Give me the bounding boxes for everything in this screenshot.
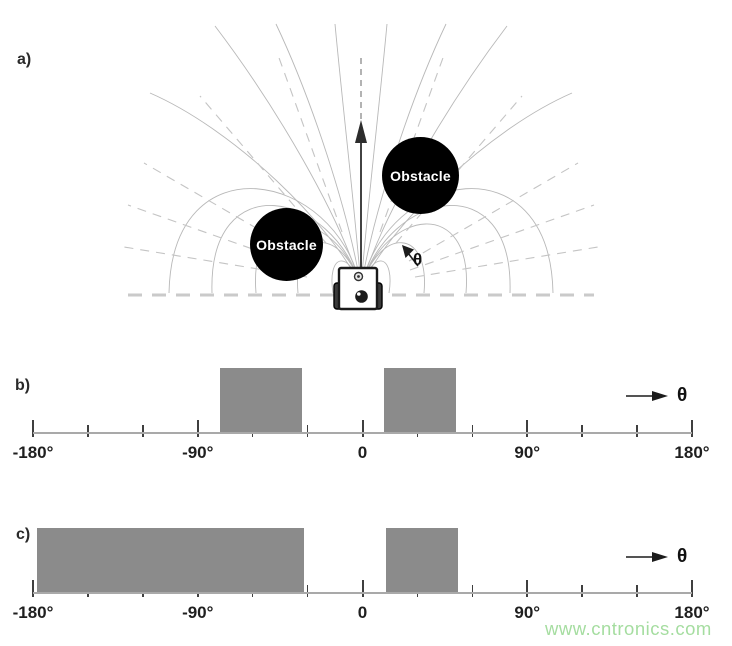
robot-caster-highlight xyxy=(357,292,361,296)
robot-caster-ball xyxy=(355,290,368,303)
robot-sensor-center xyxy=(357,275,360,278)
theta-symbol-b: θ xyxy=(677,385,688,406)
panel-b-label: b) xyxy=(15,377,31,394)
robot-body xyxy=(337,266,379,311)
theta-symbol-c: θ xyxy=(677,546,688,567)
heading-arrow xyxy=(355,120,367,287)
obstacle-left-label: Obstacle xyxy=(256,236,317,253)
theta-axis-arrow-c xyxy=(626,552,668,562)
robot xyxy=(333,266,383,311)
obstacle-left: Obstacle xyxy=(250,208,323,281)
obstacle-right: Obstacle xyxy=(382,137,459,214)
watermark: www.cntronics.com xyxy=(545,618,712,639)
panel-c-label: c) xyxy=(16,526,31,543)
theta-axis-arrow-b xyxy=(626,391,668,401)
panel-a-label: a) xyxy=(17,51,32,68)
theta-angle-arrow xyxy=(402,245,419,267)
theta-symbol-a: θ xyxy=(413,250,423,269)
obstacle-right-label: Obstacle xyxy=(390,167,451,184)
